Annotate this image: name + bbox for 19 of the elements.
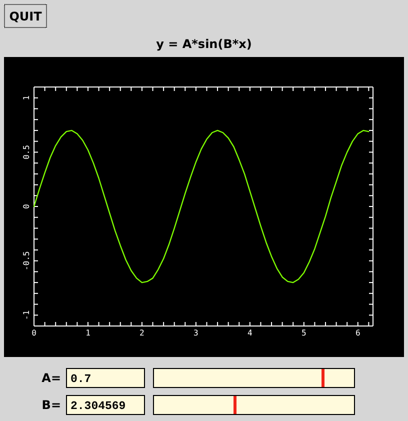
y-tick-label: -0.5 bbox=[22, 251, 31, 270]
x-tick-label: 4 bbox=[248, 328, 253, 338]
x-tick-label: 2 bbox=[140, 328, 145, 338]
x-tick-label: 0 bbox=[32, 328, 37, 338]
y-tick-label: 0.5 bbox=[22, 144, 31, 160]
y-tick-label: 0 bbox=[22, 204, 31, 209]
x-tick-label: 3 bbox=[194, 328, 199, 338]
button: QUIT bbox=[4, 4, 47, 28]
chart-title: y = A*sin(B*x) bbox=[156, 37, 252, 51]
line-series bbox=[33, 130, 370, 284]
text: B= bbox=[42, 398, 61, 412]
x-tick-label: 6 bbox=[355, 328, 360, 338]
text-field: 0.7 bbox=[66, 368, 145, 388]
text: A= bbox=[42, 371, 61, 385]
x-tick-label: 1 bbox=[86, 328, 91, 338]
y-tick-label: -1 bbox=[22, 310, 31, 320]
x-tick-label: 5 bbox=[301, 328, 306, 338]
y-tick-label: 1 bbox=[22, 95, 31, 100]
text-field: 2.304569 bbox=[66, 395, 145, 415]
